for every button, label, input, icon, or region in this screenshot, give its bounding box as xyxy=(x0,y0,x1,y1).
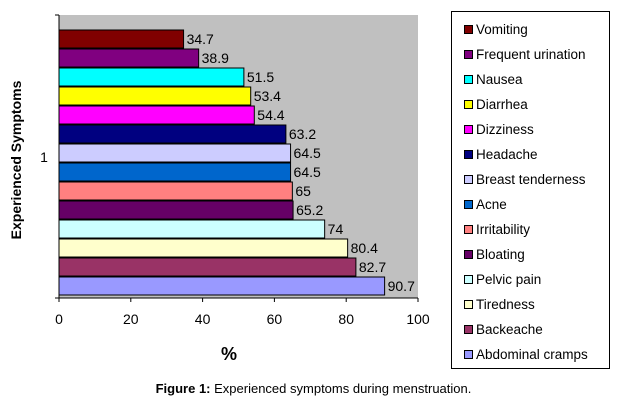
value-label-acne: 64.5 xyxy=(294,164,321,180)
x-axis-title: % xyxy=(221,344,237,364)
bar-chart: 90.782.7 80.4 74 65.2 65 64.5 64.5 63.2 54.4 53.4… xyxy=(8,14,430,364)
legend-label: Headache xyxy=(476,147,538,162)
bar-bloating xyxy=(58,200,294,220)
value-label-abdominal-cramps: 90.7 xyxy=(388,278,415,294)
legend-item-acne: Acne xyxy=(464,192,609,217)
value-label-headache: 63.2 xyxy=(289,126,316,142)
x-tick-label: 0 xyxy=(55,311,63,327)
caption-prefix: Figure 1: xyxy=(155,381,211,396)
value-label-diarrhea: 53.4 xyxy=(254,88,281,104)
value-label-nausea: 51.5 xyxy=(247,69,274,85)
legend-item-headache: Headache xyxy=(464,142,609,167)
value-label-pelvic-pain: 74 xyxy=(328,221,344,237)
legend-item-nausea: Nausea xyxy=(464,67,609,92)
bar-irritability xyxy=(58,181,293,201)
legend-label: Breast tenderness xyxy=(476,172,586,187)
legend-label: Dizziness xyxy=(476,122,534,137)
legend-swatch xyxy=(464,100,473,109)
bar-headache xyxy=(58,124,287,144)
legend-label: Acne xyxy=(476,197,507,212)
bar-pelvic-pain xyxy=(58,219,326,239)
x-tick-label: 20 xyxy=(123,311,139,327)
caption-text: Experienced symptoms during menstruation… xyxy=(210,381,472,396)
legend-swatch xyxy=(464,250,473,259)
value-label-breast-tenderness: 64.5 xyxy=(294,145,321,161)
value-label-backeache: 82.7 xyxy=(359,259,386,275)
bar-group xyxy=(58,29,386,296)
value-label-tiredness: 80.4 xyxy=(351,240,378,256)
value-label-irritability: 65 xyxy=(295,183,311,199)
bar-frequent-urination xyxy=(58,48,200,68)
value-label-group: 90.782.7 80.4 74 65.2 65 64.5 64.5 63.2 54.4 53.4… xyxy=(187,31,416,294)
legend-item-bloating: Bloating xyxy=(464,242,609,267)
bar-acne xyxy=(58,162,292,182)
chart-legend: Vomiting Frequent urination Nausea Diarrhea… xyxy=(451,11,610,369)
value-label-vomiting: 34.7 xyxy=(187,31,214,47)
value-label-frequent-urination: 38.9 xyxy=(202,50,229,66)
category-label: 1 xyxy=(40,149,48,165)
legend-item-breast-tenderness: Breast tenderness xyxy=(464,167,609,192)
figure-caption: Figure 1: Experienced symptoms during me… xyxy=(0,381,627,396)
legend-swatch xyxy=(464,275,473,284)
bar-nausea xyxy=(58,67,245,87)
legend-item-abdominal-cramps: Abdominal cramps xyxy=(464,342,609,367)
y-axis-title: Experienced Symptoms xyxy=(8,80,24,239)
legend-item-backeache: Backeache xyxy=(464,317,609,342)
x-tick-label: 60 xyxy=(267,311,283,327)
legend-item-tiredness: Tiredness xyxy=(464,292,609,317)
legend-label: Tiredness xyxy=(476,297,535,312)
legend-swatch xyxy=(464,50,473,59)
legend-swatch xyxy=(464,75,473,84)
x-tick-label: 40 xyxy=(195,311,211,327)
x-tick-label: 80 xyxy=(338,311,354,327)
legend-label: Backeache xyxy=(476,322,543,337)
bar-vomiting xyxy=(58,29,185,49)
value-label-dizziness: 54.4 xyxy=(257,107,284,123)
legend-item-frequent-urination: Frequent urination xyxy=(464,42,609,67)
bar-diarrhea xyxy=(58,86,252,106)
legend-label: Irritability xyxy=(476,222,531,237)
legend-swatch xyxy=(464,150,473,159)
legend-label: Vomiting xyxy=(476,22,528,37)
legend-swatch xyxy=(464,175,473,184)
bar-breast-tenderness xyxy=(58,143,292,163)
bar-abdominal-cramps xyxy=(58,276,386,296)
bar-dizziness xyxy=(58,105,255,125)
legend-swatch xyxy=(464,350,473,359)
legend-label: Diarrhea xyxy=(476,97,528,112)
legend-item-vomiting: Vomiting xyxy=(464,17,609,42)
legend-swatch xyxy=(464,25,473,34)
bar-backeache xyxy=(58,257,357,277)
legend-label: Pelvic pain xyxy=(476,272,542,287)
legend-item-pelvic-pain: Pelvic pain xyxy=(464,267,609,292)
legend-swatch xyxy=(464,300,473,309)
legend-item-irritability: Irritability xyxy=(464,217,609,242)
legend-label: Bloating xyxy=(476,247,525,262)
x-tick-label: 100 xyxy=(406,311,430,327)
bar-tiredness xyxy=(58,238,349,258)
legend-swatch xyxy=(464,125,473,134)
legend-swatch xyxy=(464,200,473,209)
legend-swatch xyxy=(464,325,473,334)
legend-swatch xyxy=(464,225,473,234)
legend-item-diarrhea: Diarrhea xyxy=(464,92,609,117)
legend-label: Abdominal cramps xyxy=(476,347,588,362)
legend-label: Frequent urination xyxy=(476,47,586,62)
legend-item-dizziness: Dizziness xyxy=(464,117,609,142)
legend-label: Nausea xyxy=(476,72,523,87)
value-label-bloating: 65.2 xyxy=(296,202,323,218)
x-tick-group: 0 20 40 60 80 100 xyxy=(55,14,430,327)
